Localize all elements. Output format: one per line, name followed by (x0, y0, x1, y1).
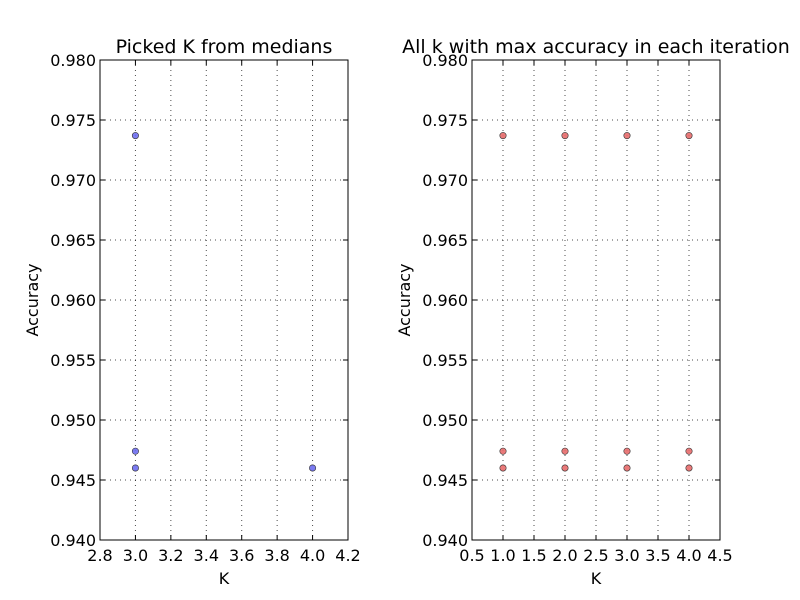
scatter-point (131, 464, 139, 472)
x-tick-label: 2.5 (583, 546, 608, 565)
y-axis-label: Accuracy (395, 263, 414, 336)
y-tick-label: 0.940 (50, 531, 96, 550)
y-tick-label: 0.955 (50, 351, 96, 370)
x-tick-label: 1.5 (521, 546, 546, 565)
x-tick-label: 3.2 (158, 546, 183, 565)
x-tick-label: 2.8 (87, 546, 112, 565)
y-axis-label: Accuracy (23, 263, 42, 336)
y-tick-label: 0.950 (422, 411, 468, 430)
y-tick-label: 0.980 (50, 51, 96, 70)
x-tick-label: 0.5 (459, 546, 484, 565)
x-tick-label: 4.2 (335, 546, 360, 565)
scatter-point (685, 447, 693, 455)
scatter-point (309, 464, 317, 472)
x-tick-label: 4.0 (300, 546, 325, 565)
x-axis-label: K (219, 569, 230, 588)
x-tick-label: 3.4 (194, 546, 219, 565)
y-tick-label: 0.960 (50, 291, 96, 310)
x-tick-label: 3.0 (123, 546, 148, 565)
y-tick-label: 0.970 (50, 171, 96, 190)
y-tick-label: 0.965 (422, 231, 468, 250)
scatter-point (499, 447, 507, 455)
x-axis-label: K (591, 569, 602, 588)
scatter-point (499, 132, 507, 140)
right-chart: 0.5 1.0 1.5 2.0 2.5 3.0 3.5 4.0 4.5 0.940 0.945 0.9… (395, 36, 790, 588)
y-tick-label: 0.965 (50, 231, 96, 250)
y-tick-label: 0.975 (422, 111, 468, 130)
chart-title: Picked K from medians (116, 36, 333, 58)
x-tick-label: 1.0 (490, 546, 515, 565)
y-tick-label: 0.950 (50, 411, 96, 430)
scatter-point (685, 464, 693, 472)
y-tick-label: 0.940 (422, 531, 468, 550)
x-tick-label: 4.5 (707, 546, 732, 565)
y-tick-label: 0.955 (422, 351, 468, 370)
scatter-point (623, 132, 631, 140)
x-tick-label: 2.0 (552, 546, 577, 565)
y-tick-label: 0.945 (50, 471, 96, 490)
scatter-point (131, 447, 139, 455)
x-tick-label: 3.6 (229, 546, 254, 565)
x-tick-label: 3.0 (614, 546, 639, 565)
y-tick-label: 0.945 (422, 471, 468, 490)
y-tick-label: 0.960 (422, 291, 468, 310)
chart-title: All k with max accuracy in each iteratio… (402, 36, 790, 58)
scatter-point (561, 447, 569, 455)
y-tick-label: 0.970 (422, 171, 468, 190)
x-tick-label: 3.5 (645, 546, 670, 565)
scatter-point (131, 132, 139, 140)
y-tick-label: 0.980 (422, 51, 468, 70)
scatter-point (561, 132, 569, 140)
x-tick-label: 3.8 (264, 546, 289, 565)
scatter-point (623, 447, 631, 455)
x-tick-label: 4.0 (676, 546, 701, 565)
scatter-point (499, 464, 507, 472)
scatter-point (561, 464, 569, 472)
scatter-point (685, 132, 693, 140)
scatter-point (623, 464, 631, 472)
left-chart: 2.8 3.0 3.2 3.4 3.6 3.8 4.0 4.2 0.940 0.945 0.950 0… (23, 36, 361, 588)
y-tick-label: 0.975 (50, 111, 96, 130)
